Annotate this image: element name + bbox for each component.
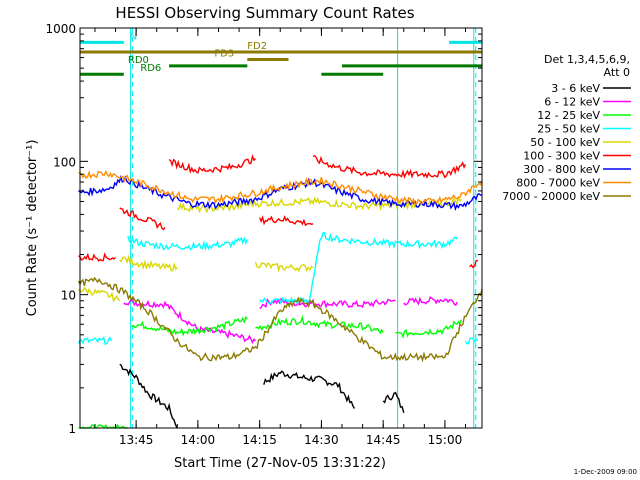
legend-label: 7000 - 20000 keV [502,190,600,203]
flag-label: FD3 [214,49,234,60]
legend-item-12-25-kev: 12 - 25 keV [537,109,631,122]
y-tick-label: 100 [53,155,76,169]
legend-item-50-100-kev: 50 - 100 keV [530,136,631,149]
series-line [395,319,463,339]
flag-fd3: FD3 [214,49,289,62]
legend-item-3-6-kev: 3 - 6 keV [551,82,631,95]
series-100-300-kev [78,154,478,269]
series-line [259,231,458,306]
series-line [119,254,178,272]
x-tick-label: 14:30 [304,433,339,447]
series-line [77,336,113,346]
x-tick-label: 14:00 [181,433,216,447]
series-line [123,299,257,345]
date-stamp: 1-Dec-2009 09:00 [574,468,637,476]
series-line [177,195,462,214]
series-25-50-kev [77,231,479,346]
legend-item-300-800-kev: 300 - 800 keV [523,163,631,176]
flag-rd0: RD0 [128,55,482,68]
legend-label: 25 - 50 keV [537,123,600,136]
series-line [77,276,483,363]
legend-item-25-50-kev: 25 - 50 keV [537,123,631,136]
legend-label: 100 - 300 keV [523,150,600,163]
series-line [382,391,405,413]
series-line [259,297,396,310]
series-line [254,261,314,273]
x-axis-label: Start Time (27-Nov-05 13:31:22) [174,456,386,471]
series-line [78,169,483,206]
legend-header-line1: Det 1,3,4,5,6,9, [544,53,630,66]
legend-item-7000-20000-kev: 7000 - 20000 keV [502,190,631,203]
series-line [469,259,478,269]
flag-fd2: FD2 [80,41,482,54]
series-800-7000-kev [78,169,483,206]
series-line [259,214,314,227]
series-line [403,296,458,307]
flag-n: N [80,31,482,44]
chart-title: HESSI Observing Summary Count Rates [115,4,414,22]
legend-header-line2: Att 0 [604,66,630,79]
x-tick-label: 14:45 [366,433,401,447]
flag-label: N [130,31,137,42]
series-line [77,286,121,303]
series-50-100-kev [77,195,462,303]
series-line [168,154,257,174]
legend-item-100-300-kev: 100 - 300 keV [523,150,631,163]
y-tick-label: 1000 [45,22,76,36]
flag-label: RD6 [140,63,161,74]
plot-frame [79,27,483,429]
legend-label: 300 - 800 keV [523,163,600,176]
series-6-12-kev [123,296,458,345]
series-line [127,235,248,252]
legend-label: 6 - 12 keV [544,96,600,109]
flag-label: RD0 [128,55,149,66]
series-line [119,363,178,429]
legend-item-800-7000-kev: 800 - 7000 keV [516,177,631,190]
legend-label: 12 - 25 keV [537,109,600,122]
y-tick-label: 1 [68,422,76,436]
series-7000-20000-kev [77,276,483,363]
series-line [78,252,116,262]
series-line [255,314,384,335]
series-3-6-kev [119,363,405,429]
legend-label: 3 - 6 keV [551,82,600,95]
legend-label: 800 - 7000 keV [516,177,600,190]
series-line [263,370,356,409]
series-line [131,315,248,337]
flag-rd6: RD6 [80,63,384,76]
x-tick-label: 13:45 [119,433,154,447]
series-line [119,207,166,231]
series-line [312,154,467,179]
series-line [464,337,479,345]
legend-label: 50 - 100 keV [530,136,600,149]
y-tick-label: 10 [61,289,76,303]
x-tick-label: 14:15 [242,433,277,447]
x-tick-label: 15:00 [428,433,463,447]
flag-label: FD2 [247,41,267,52]
y-axis-label: Count Rate (s⁻¹ detector⁻¹) [25,140,40,317]
legend-item-6-12-kev: 6 - 12 keV [544,96,631,109]
